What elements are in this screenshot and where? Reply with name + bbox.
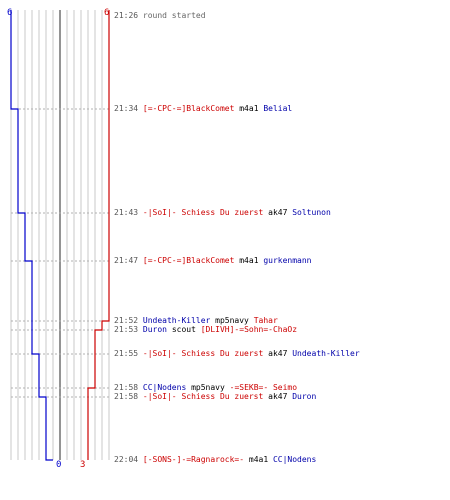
red-start-count: 6 bbox=[104, 8, 109, 18]
event-row: 21:34 [=-CPC-=]BlackComet m4a1 Belial bbox=[114, 104, 292, 113]
weapon-name: scout bbox=[167, 325, 201, 334]
event-row: 21:43 -|SoI|- Schiess Du zuerst ak47 Sol… bbox=[114, 208, 331, 217]
player-name: -|SoI|- Schiess Du zuerst bbox=[142, 349, 264, 358]
event-row: 21:55 -|SoI|- Schiess Du zuerst ak47 Und… bbox=[114, 349, 360, 358]
player-name: Belial bbox=[263, 104, 293, 113]
event-text: round started bbox=[142, 11, 206, 20]
event-row: 21:53 Duron scout [DLIVH]-=Sohn=-ChaOz bbox=[114, 325, 297, 334]
blue-start-count: 6 bbox=[7, 8, 12, 18]
weapon-name: m4a1 bbox=[244, 455, 273, 464]
event-time: 21:58 bbox=[114, 392, 143, 401]
team-tracks bbox=[10, 10, 110, 461]
weapon-name: m4a1 bbox=[234, 104, 264, 113]
event-time: 21:47 bbox=[114, 256, 143, 265]
blue-team-track bbox=[10, 10, 53, 461]
red-end-count: 3 bbox=[80, 460, 85, 470]
weapon-name: ak47 bbox=[263, 208, 293, 217]
event-time: 22:04 bbox=[114, 455, 143, 464]
player-count-grid bbox=[10, 10, 110, 460]
player-name: [DLIVH]-=Sohn=-ChaOz bbox=[200, 325, 298, 334]
blue-end-count: 0 bbox=[56, 460, 61, 470]
event-time: 21:53 bbox=[114, 325, 143, 334]
weapon-name: mp5navy bbox=[210, 316, 254, 325]
event-row: 21:52 Undeath-Killer mp5navy Tahar bbox=[114, 316, 278, 325]
event-time: 21:26 bbox=[114, 11, 143, 20]
player-name: CC|Nodens bbox=[272, 455, 317, 464]
player-name: -=SEKB=- Seimo bbox=[229, 383, 298, 392]
event-time: 21:52 bbox=[114, 316, 143, 325]
event-row: 21:26 round started bbox=[114, 11, 206, 20]
event-time: 21:43 bbox=[114, 208, 143, 217]
player-name: Duron bbox=[292, 392, 317, 401]
red-team-track bbox=[87, 10, 110, 460]
player-name: gurkenmann bbox=[263, 256, 312, 265]
weapon-name: ak47 bbox=[263, 349, 293, 358]
player-name: Undeath-Killer bbox=[142, 316, 211, 325]
event-row: 21:58 -|SoI|- Schiess Du zuerst ak47 Dur… bbox=[114, 392, 316, 401]
event-time: 21:58 bbox=[114, 383, 143, 392]
player-name: [-SONS-]-=Ragnarock=- bbox=[142, 455, 245, 464]
player-name: -|SoI|- Schiess Du zuerst bbox=[142, 392, 264, 401]
player-name: Tahar bbox=[253, 316, 278, 325]
event-row: 22:04 [-SONS-]-=Ragnarock=- m4a1 CC|Node… bbox=[114, 455, 316, 464]
player-name: [=-CPC-=]BlackComet bbox=[142, 256, 235, 265]
player-name: [=-CPC-=]BlackComet bbox=[142, 104, 235, 113]
player-name: -|SoI|- Schiess Du zuerst bbox=[142, 208, 264, 217]
player-name: Soltunon bbox=[292, 208, 331, 217]
event-time: 21:55 bbox=[114, 349, 143, 358]
player-name: Undeath-Killer bbox=[292, 349, 360, 358]
weapon-name: ak47 bbox=[263, 392, 293, 401]
weapon-name: mp5navy bbox=[186, 383, 230, 392]
event-row: 21:47 [=-CPC-=]BlackComet m4a1 gurkenman… bbox=[114, 256, 312, 265]
player-name: CC|Nodens bbox=[142, 383, 187, 392]
player-name: Duron bbox=[142, 325, 167, 334]
event-row: 21:58 CC|Nodens mp5navy -=SEKB=- Seimo bbox=[114, 383, 297, 392]
event-time: 21:34 bbox=[114, 104, 143, 113]
weapon-name: m4a1 bbox=[234, 256, 264, 265]
